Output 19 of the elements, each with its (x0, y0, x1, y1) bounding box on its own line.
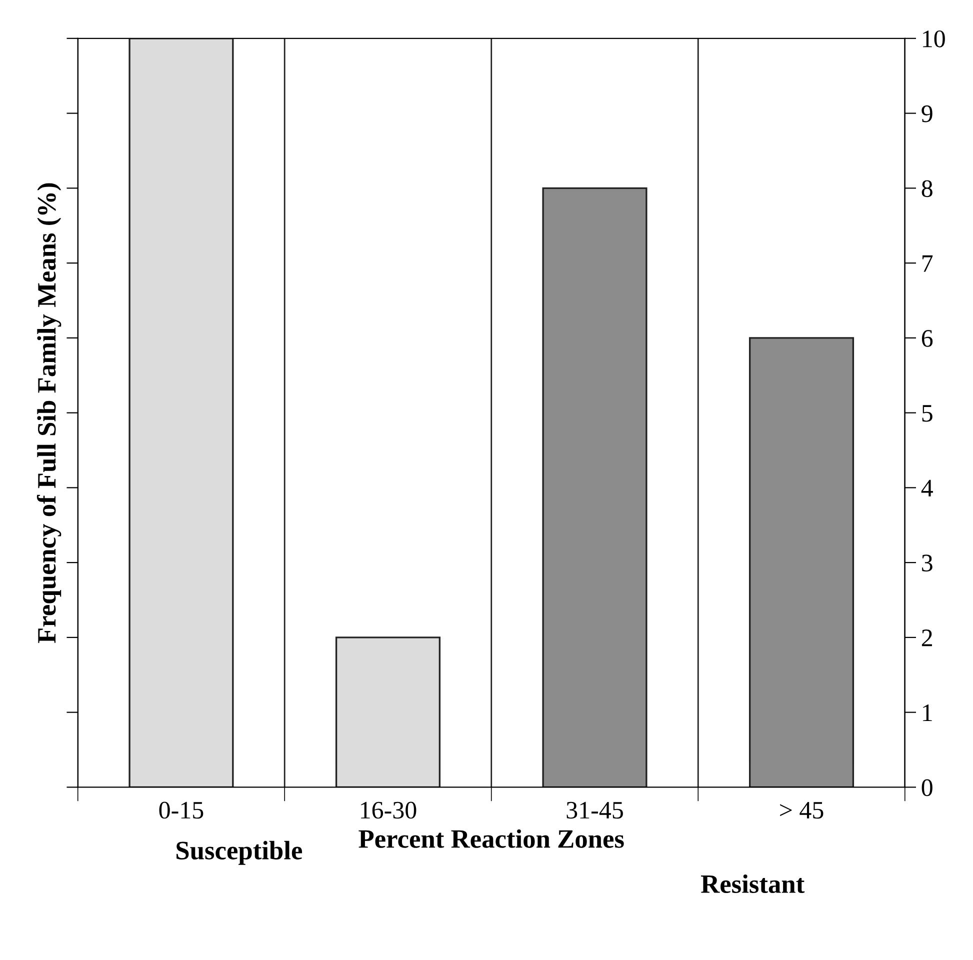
y-tick-label: 7 (922, 255, 933, 272)
y-tick-label: 10 (923, 30, 945, 48)
x-tick-label: > 45 (780, 802, 824, 819)
x-axis-title: Percent Reaction Zones (358, 829, 624, 848)
y-tick-label: 3 (922, 554, 932, 572)
text: Resistant (701, 874, 805, 894)
y-axis-title: Frequency of Full Sib Family Means (%) (36, 183, 62, 644)
y-tick-label: 2 (922, 630, 932, 646)
y-tick-label: 9 (922, 105, 932, 122)
text: Susceptible (176, 840, 302, 865)
y-tick-label: 6 (922, 330, 933, 347)
y-tick-label: 5 (922, 405, 932, 422)
x-tick-label: 16-30 (361, 802, 416, 819)
x-tick-label: 0-15 (159, 802, 204, 819)
x-tick-label: 31-45 (566, 802, 623, 819)
y-tick-label: 4 (921, 480, 933, 496)
y-tick-label: 8 (922, 180, 932, 198)
y-tick-label: 1 (923, 704, 932, 721)
y-tick-label: 0 (922, 779, 932, 796)
